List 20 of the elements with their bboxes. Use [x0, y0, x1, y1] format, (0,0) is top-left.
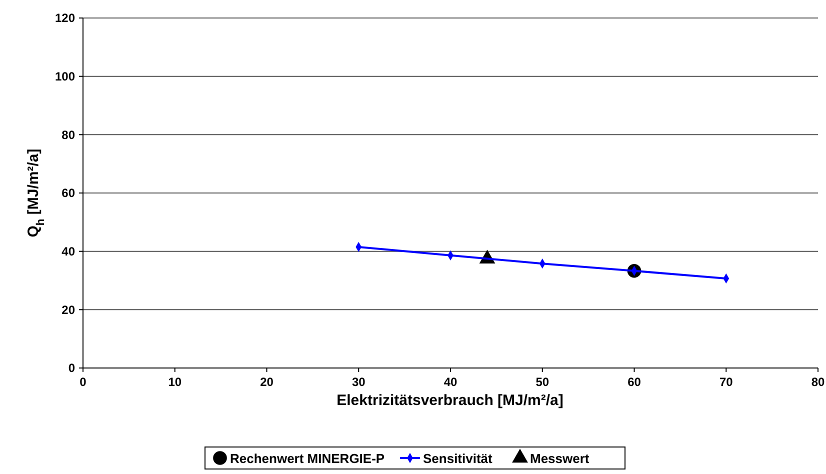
x-tick-label: 10 [168, 375, 182, 389]
x-tick-label: 0 [80, 375, 87, 389]
y-tick-label: 60 [62, 186, 76, 200]
x-tick-label: 80 [811, 375, 825, 389]
x-axis-title: Elektrizitätsverbrauch [MJ/m²/a] [336, 392, 564, 409]
x-tick-label: 60 [628, 375, 642, 389]
y-tick-label: 120 [54, 11, 76, 26]
x-tick-label: 30 [352, 375, 366, 389]
x-tick-label: 20 [260, 375, 274, 389]
y-tick-label: 80 [62, 128, 76, 142]
y-tick-label: 0 [68, 361, 76, 376]
x-tick-label: 70 [719, 375, 734, 389]
legend-label: Messwert [530, 451, 590, 466]
legend-label: Sensitivität [423, 451, 494, 466]
y-tick-label: 40 [62, 244, 76, 259]
y-tick-label: 20 [62, 302, 76, 317]
x-tick-label: 40 [444, 375, 458, 389]
legend-label: Rechenwert MINERGIE-P [230, 451, 385, 466]
x-tick-label: 50 [536, 375, 550, 389]
y-tick-label: 100 [54, 70, 76, 84]
